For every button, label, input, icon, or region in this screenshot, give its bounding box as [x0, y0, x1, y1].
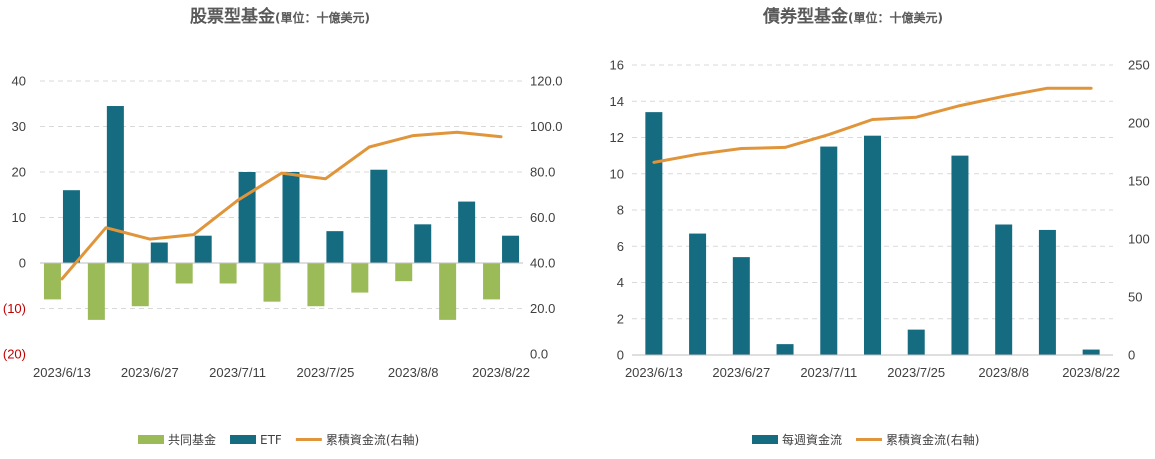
- y-left-tick-label: 6: [617, 239, 624, 254]
- bar-ETF: [458, 201, 476, 263]
- y-left-tick-label: 12: [610, 130, 624, 145]
- y-left-tick-label: (20): [3, 347, 26, 362]
- chart-2: 債券型基金(單位：十億美元) 0 2 4 6 8 10 12 14 16 0 50 100 150 200 2…: [610, 6, 1150, 447]
- bar-共同基金: [87, 263, 105, 320]
- y-right-tick-label: 250: [1128, 58, 1150, 73]
- line-累積資金流(右軸): [60, 130, 503, 281]
- bar-每週資金流: [645, 112, 663, 355]
- chart-title: 股票型基金(單位：十億美元): [190, 6, 370, 27]
- y-right-tick-label: 200: [1128, 116, 1150, 131]
- bar-每週資金流: [732, 257, 750, 355]
- y-right-tick-label: 0.0: [530, 347, 548, 362]
- x-tick-label: 2023/8/22: [472, 365, 530, 380]
- bar-ETF: [150, 242, 168, 263]
- y-right-tick-label: 0: [1128, 348, 1135, 363]
- x-tick-label: 2023/7/11: [209, 365, 266, 380]
- bar-ETF: [282, 172, 300, 263]
- chart-title-main: 股票型基金: [190, 6, 276, 27]
- bar-ETF: [326, 231, 344, 263]
- y-right-tick-label: 100: [1128, 232, 1150, 247]
- bar-每週資金流: [776, 344, 794, 355]
- x-tick-label: 2023/6/13: [625, 365, 683, 380]
- y-left-tick-label: 14: [610, 94, 624, 109]
- x-tick-label: 2023/8/22: [1062, 365, 1120, 380]
- y-left-tick-label: 40: [12, 74, 26, 89]
- x-tick-label: 2023/6/27: [712, 365, 770, 380]
- y-left-tick-label: 16: [610, 58, 624, 73]
- bar-ETF: [370, 169, 388, 263]
- bar-每週資金流: [689, 233, 707, 355]
- chart-title-main: 債券型基金: [762, 6, 849, 27]
- y-left-tick-label: 0: [617, 348, 624, 363]
- bar-共同基金: [395, 263, 413, 282]
- bar-共同基金: [263, 263, 281, 302]
- bar-ETF: [502, 235, 520, 263]
- y-right-tick-label: 20.0: [530, 301, 555, 316]
- bar-共同基金: [131, 263, 149, 307]
- chart-title-unit: (單位：十億美元): [275, 10, 370, 25]
- bar-共同基金: [219, 263, 237, 284]
- chart-title: 債券型基金(單位：十億美元): [762, 6, 943, 27]
- bar-共同基金: [43, 263, 61, 300]
- legend-swatch-ETF: [230, 435, 257, 444]
- bar-共同基金: [483, 263, 501, 300]
- y-left-tick-label: 0: [19, 256, 26, 271]
- bar-每週資金流: [907, 329, 925, 355]
- x-tick-label: 2023/7/25: [296, 365, 354, 380]
- bar-共同基金: [307, 263, 325, 307]
- bar-共同基金: [175, 263, 193, 284]
- y-left-tick-label: 10: [12, 210, 26, 225]
- y-right-tick-label: 100.0: [530, 119, 563, 134]
- bar-每週資金流: [820, 146, 838, 355]
- bar-每週資金流: [951, 155, 969, 355]
- legend-swatch-每週資金流: [752, 435, 778, 444]
- legend-swatch-共同基金: [138, 435, 164, 444]
- bar-共同基金: [351, 263, 369, 293]
- chart-title-unit: (單位：十億美元): [848, 10, 943, 25]
- y-left-tick-label: 2: [617, 311, 624, 326]
- y-left-tick-label: (10): [3, 301, 26, 316]
- y-right-tick-label: 120.0: [530, 74, 563, 89]
- legend-label: 共同基金: [168, 432, 216, 447]
- chart-1: 股票型基金(單位：十億美元) (20) (10) 0 10 20 30 40 0.0 20.0 40…: [3, 6, 563, 447]
- legend-label: ETF: [260, 433, 282, 447]
- bar-每週資金流: [864, 135, 881, 355]
- y-right-tick-label: 40.0: [530, 256, 555, 271]
- bar-每週資金流: [995, 224, 1013, 355]
- bar-ETF: [194, 235, 212, 263]
- legend-label: 累積資金流(右軸): [326, 432, 419, 447]
- y-right-tick-label: 60.0: [530, 210, 555, 225]
- legend-label: 累積資金流(右軸): [886, 432, 979, 447]
- bar-ETF: [414, 224, 432, 263]
- x-tick-label: 2023/7/25: [887, 365, 945, 380]
- bar-每週資金流: [1038, 229, 1056, 355]
- line-累積資金流(右軸): [652, 86, 1093, 164]
- y-left-tick-label: 10: [610, 166, 624, 181]
- legend-label: 每週資金流: [782, 432, 842, 447]
- y-left-tick-label: 20: [12, 165, 26, 180]
- y-left-tick-label: 30: [12, 119, 26, 134]
- x-tick-label: 2023/6/13: [33, 365, 91, 380]
- y-left-tick-label: 8: [617, 203, 624, 218]
- y-right-tick-label: 80.0: [530, 165, 555, 180]
- legend: 共同基金 ETF 累積資金流(右軸): [138, 432, 419, 447]
- x-tick-label: 2023/8/8: [978, 365, 1029, 380]
- y-right-tick-label: 150: [1128, 174, 1150, 189]
- bar-ETF: [62, 190, 80, 263]
- bar-ETF: [238, 172, 256, 263]
- bar-每週資金流: [1082, 349, 1100, 355]
- y-left-tick-label: 4: [617, 275, 624, 290]
- y-right-tick-label: 50: [1128, 290, 1142, 305]
- legend: 每週資金流 累積資金流(右軸): [752, 432, 979, 447]
- bar-ETF: [106, 106, 124, 264]
- x-tick-label: 2023/7/11: [800, 365, 857, 380]
- x-tick-label: 2023/8/8: [388, 365, 439, 380]
- x-tick-label: 2023/6/27: [121, 365, 179, 380]
- bar-共同基金: [439, 263, 457, 320]
